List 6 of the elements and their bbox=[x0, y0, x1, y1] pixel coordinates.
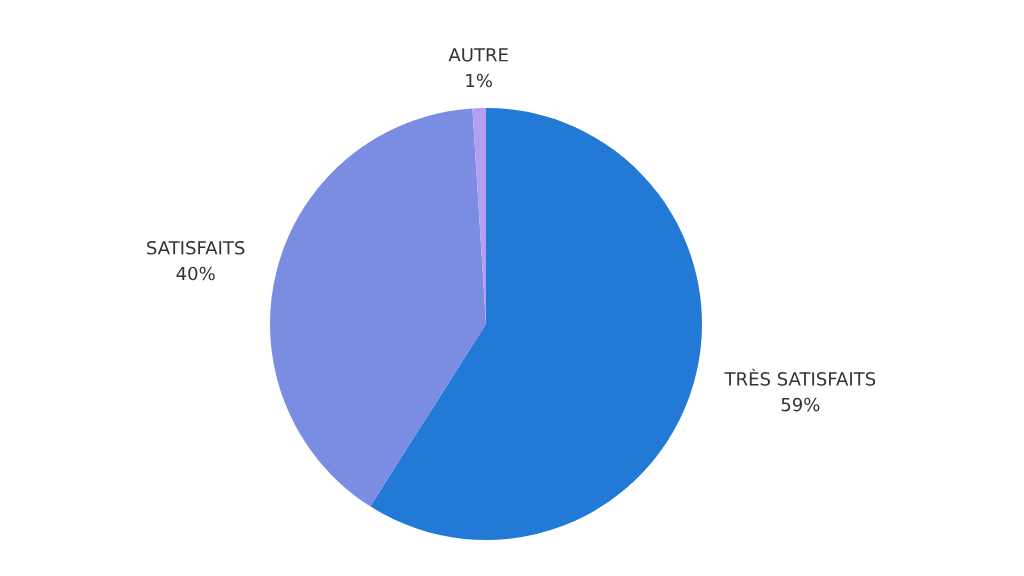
data-label: 40% bbox=[176, 266, 215, 281]
data-label: 59% bbox=[781, 397, 820, 412]
slice-label: AUTRE bbox=[448, 48, 508, 62]
slice-label: TRÈS SATISFAITS bbox=[724, 368, 876, 386]
data-label: 1% bbox=[466, 73, 492, 88]
slice-label: SATISFAITS bbox=[147, 240, 245, 255]
